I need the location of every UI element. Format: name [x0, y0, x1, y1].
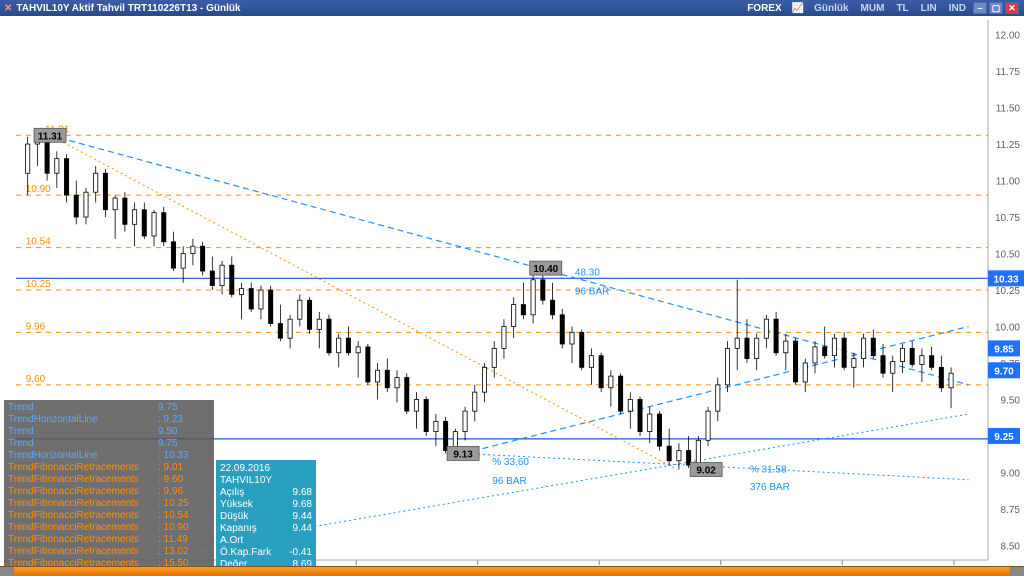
svg-text:10.54: 10.54 — [26, 237, 51, 248]
tl-button[interactable]: TL — [890, 3, 914, 14]
svg-text:10.75: 10.75 — [995, 213, 1020, 224]
window-close-icon[interactable]: ✕ — [1005, 2, 1019, 14]
svg-text:10.40: 10.40 — [533, 264, 558, 275]
svg-text:11.25: 11.25 — [996, 140, 1021, 151]
svg-text:8.75: 8.75 — [1001, 505, 1021, 516]
svg-text:9.50: 9.50 — [1001, 395, 1021, 406]
svg-text:12.00: 12.00 — [995, 31, 1020, 42]
style-mum-button[interactable]: MUM — [855, 3, 891, 14]
minimize-icon[interactable]: – — [973, 2, 987, 14]
svg-text:9.60: 9.60 — [26, 374, 46, 385]
toolbar: ✕ TAHVIL10Y Aktif Tahvil TRT110226T13 - … — [0, 0, 1024, 16]
svg-text:11.50: 11.50 — [996, 104, 1021, 115]
svg-text:9.02: 9.02 — [696, 466, 716, 477]
timeframe-button[interactable]: Günlük — [808, 3, 854, 14]
svg-text:48.30: 48.30 — [575, 267, 600, 278]
svg-text:96 BAR: 96 BAR — [492, 476, 526, 487]
lin-button[interactable]: LIN — [915, 3, 943, 14]
svg-text:10.33: 10.33 — [993, 274, 1018, 285]
chart-title: TAHVIL10Y Aktif Tahvil TRT110226T13 - Gü… — [16, 3, 240, 14]
svg-text:96 BAR: 96 BAR — [575, 286, 609, 297]
svg-text:8.50: 8.50 — [1001, 541, 1021, 552]
svg-text:10.25: 10.25 — [995, 286, 1020, 297]
svg-text:10.00: 10.00 — [995, 322, 1020, 333]
svg-text:% 33.60: % 33.60 — [492, 457, 529, 468]
svg-text:11.00: 11.00 — [996, 177, 1021, 188]
svg-text:11.31: 11.31 — [38, 131, 63, 142]
svg-text:10.90: 10.90 — [26, 184, 51, 195]
svg-text:9.00: 9.00 — [1001, 468, 1021, 479]
trend-panel: Trend9.75TrendHorizontalLine: 9.23Trend9… — [4, 400, 214, 572]
svg-text:9.13: 9.13 — [453, 449, 473, 460]
svg-text:11.75: 11.75 — [996, 67, 1021, 78]
chart-container: ✕ TAHVIL10Y Aktif Tahvil TRT110226T13 - … — [0, 0, 1024, 576]
brand-label: FOREX — [741, 3, 787, 14]
svg-text:9.25: 9.25 — [994, 432, 1014, 443]
maximize-icon[interactable]: ▢ — [989, 2, 1003, 14]
svg-text:9.70: 9.70 — [994, 366, 1014, 377]
svg-text:10.50: 10.50 — [995, 250, 1020, 261]
svg-text:9.96: 9.96 — [26, 321, 46, 332]
svg-text:10.25: 10.25 — [26, 279, 51, 290]
svg-text:376 BAR: 376 BAR — [750, 482, 790, 493]
horizontal-scrollbar[interactable] — [0, 566, 1024, 576]
ind-button[interactable]: IND — [943, 3, 972, 14]
close-icon[interactable]: ✕ — [4, 3, 12, 14]
ohlc-info-panel: 22.09.2016TAHVIL10YAçılış9.68Yüksek9.68D… — [216, 460, 316, 574]
svg-text:9.85: 9.85 — [994, 344, 1014, 355]
toolbar-icon[interactable]: 📈 — [792, 3, 804, 14]
svg-text:% 31.58: % 31.58 — [750, 464, 787, 475]
